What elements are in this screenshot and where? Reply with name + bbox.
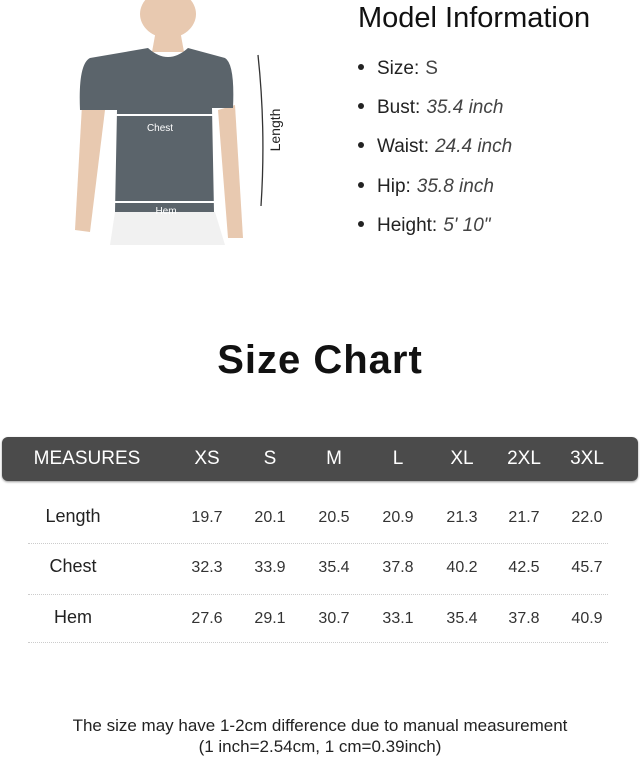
table-cell: 27.6: [191, 610, 223, 627]
table-cell: 45.7: [571, 559, 603, 576]
header-cell: MEASURES: [33, 448, 141, 469]
header-cell: L: [392, 448, 404, 469]
row-label: Chest: [49, 556, 97, 576]
model-info-item: Size: S: [358, 58, 438, 80]
table-cell: 32.3: [191, 559, 223, 576]
row-label: Length: [45, 506, 101, 526]
table-cell: 37.8: [382, 559, 414, 576]
row-divider: [28, 594, 608, 595]
bullet-icon: [358, 141, 364, 148]
model-info-value: 5' 10": [443, 215, 491, 236]
table-cell: 21.7: [508, 509, 540, 526]
model-info-label: Height:: [377, 215, 438, 236]
model-info-value: 35.4 inch: [426, 97, 504, 118]
length-line: [257, 54, 264, 207]
header-cell: 3XL: [570, 448, 604, 469]
table-cell: 35.4: [318, 559, 350, 576]
table-row: Length 19.7 20.1 20.5 20.9 21.3 21.7 22.0: [0, 506, 640, 536]
header-cell: XL: [450, 448, 474, 469]
table-cell: 33.9: [254, 559, 286, 576]
row-divider: [28, 642, 608, 643]
model-info-label: Waist:: [377, 136, 430, 157]
model-info-value: S: [425, 58, 438, 79]
model-info-item: Height: 5' 10": [358, 215, 491, 237]
model-info-label: Bust:: [377, 97, 421, 118]
model-face: [140, 0, 196, 38]
row-divider: [28, 543, 608, 544]
table-row: Hem 27.6 29.1 30.7 33.1 35.4 37.8 40.9: [0, 607, 640, 637]
table-cell: 20.9: [382, 509, 414, 526]
table-cell: 40.9: [571, 610, 603, 627]
model-info-item: Waist: 24.4 inch: [358, 136, 512, 158]
size-chart-title: Size Chart: [217, 338, 423, 382]
footer-note: The size may have 1-2cm difference due t…: [72, 716, 568, 735]
table-cell: 35.4: [446, 610, 478, 627]
table-cell: 42.5: [508, 559, 540, 576]
left-arm: [75, 105, 105, 232]
model-info-value: 35.8 inch: [416, 176, 494, 197]
table-cell: 29.1: [254, 610, 286, 627]
hem-label: Hem: [155, 206, 176, 217]
table-cell: 20.1: [254, 509, 286, 526]
table-cell: 19.7: [191, 509, 223, 526]
model-info-label: Size:: [377, 58, 420, 79]
header-cell: S: [263, 448, 277, 469]
length-label: Length: [267, 109, 283, 152]
pants: [110, 212, 225, 245]
shirt-measurement-diagram: Chest Hem Length: [75, 0, 283, 245]
chest-label: Chest: [147, 123, 173, 134]
model-info-item: Hip: 35.8 inch: [358, 176, 494, 198]
size-table-header: MEASURES XS S M L XL 2XL 3XL: [2, 437, 638, 481]
table-cell: 21.3: [446, 509, 478, 526]
table-cell: 40.2: [446, 559, 478, 576]
bullet-icon: [358, 181, 364, 188]
table-row: Chest 32.3 33.9 35.4 37.8 40.2 42.5 45.7: [0, 556, 640, 586]
shirt: [79, 48, 234, 212]
table-cell: 22.0: [571, 509, 603, 526]
model-info-title: Model Information: [358, 2, 591, 34]
table-cell: 30.7: [318, 610, 350, 627]
footer-conversion: (1 inch=2.54cm, 1 cm=0.39inch): [198, 737, 442, 756]
header-cell: 2XL: [507, 448, 541, 469]
table-cell: 33.1: [382, 610, 414, 627]
model-info-value: 24.4 inch: [435, 136, 513, 157]
right-arm: [218, 105, 243, 238]
model-info-label: Hip:: [377, 176, 411, 197]
bullet-icon: [358, 63, 364, 70]
bullet-icon: [358, 102, 364, 109]
header-cell: XS: [194, 448, 220, 469]
table-cell: 20.5: [318, 509, 350, 526]
table-cell: 37.8: [508, 610, 540, 627]
header-cell: M: [326, 448, 342, 469]
model-info-item: Bust: 35.4 inch: [358, 97, 503, 119]
row-label: Hem: [53, 607, 93, 627]
bullet-icon: [358, 220, 364, 227]
